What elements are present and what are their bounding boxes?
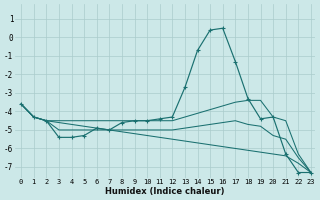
X-axis label: Humidex (Indice chaleur): Humidex (Indice chaleur) [105,187,225,196]
